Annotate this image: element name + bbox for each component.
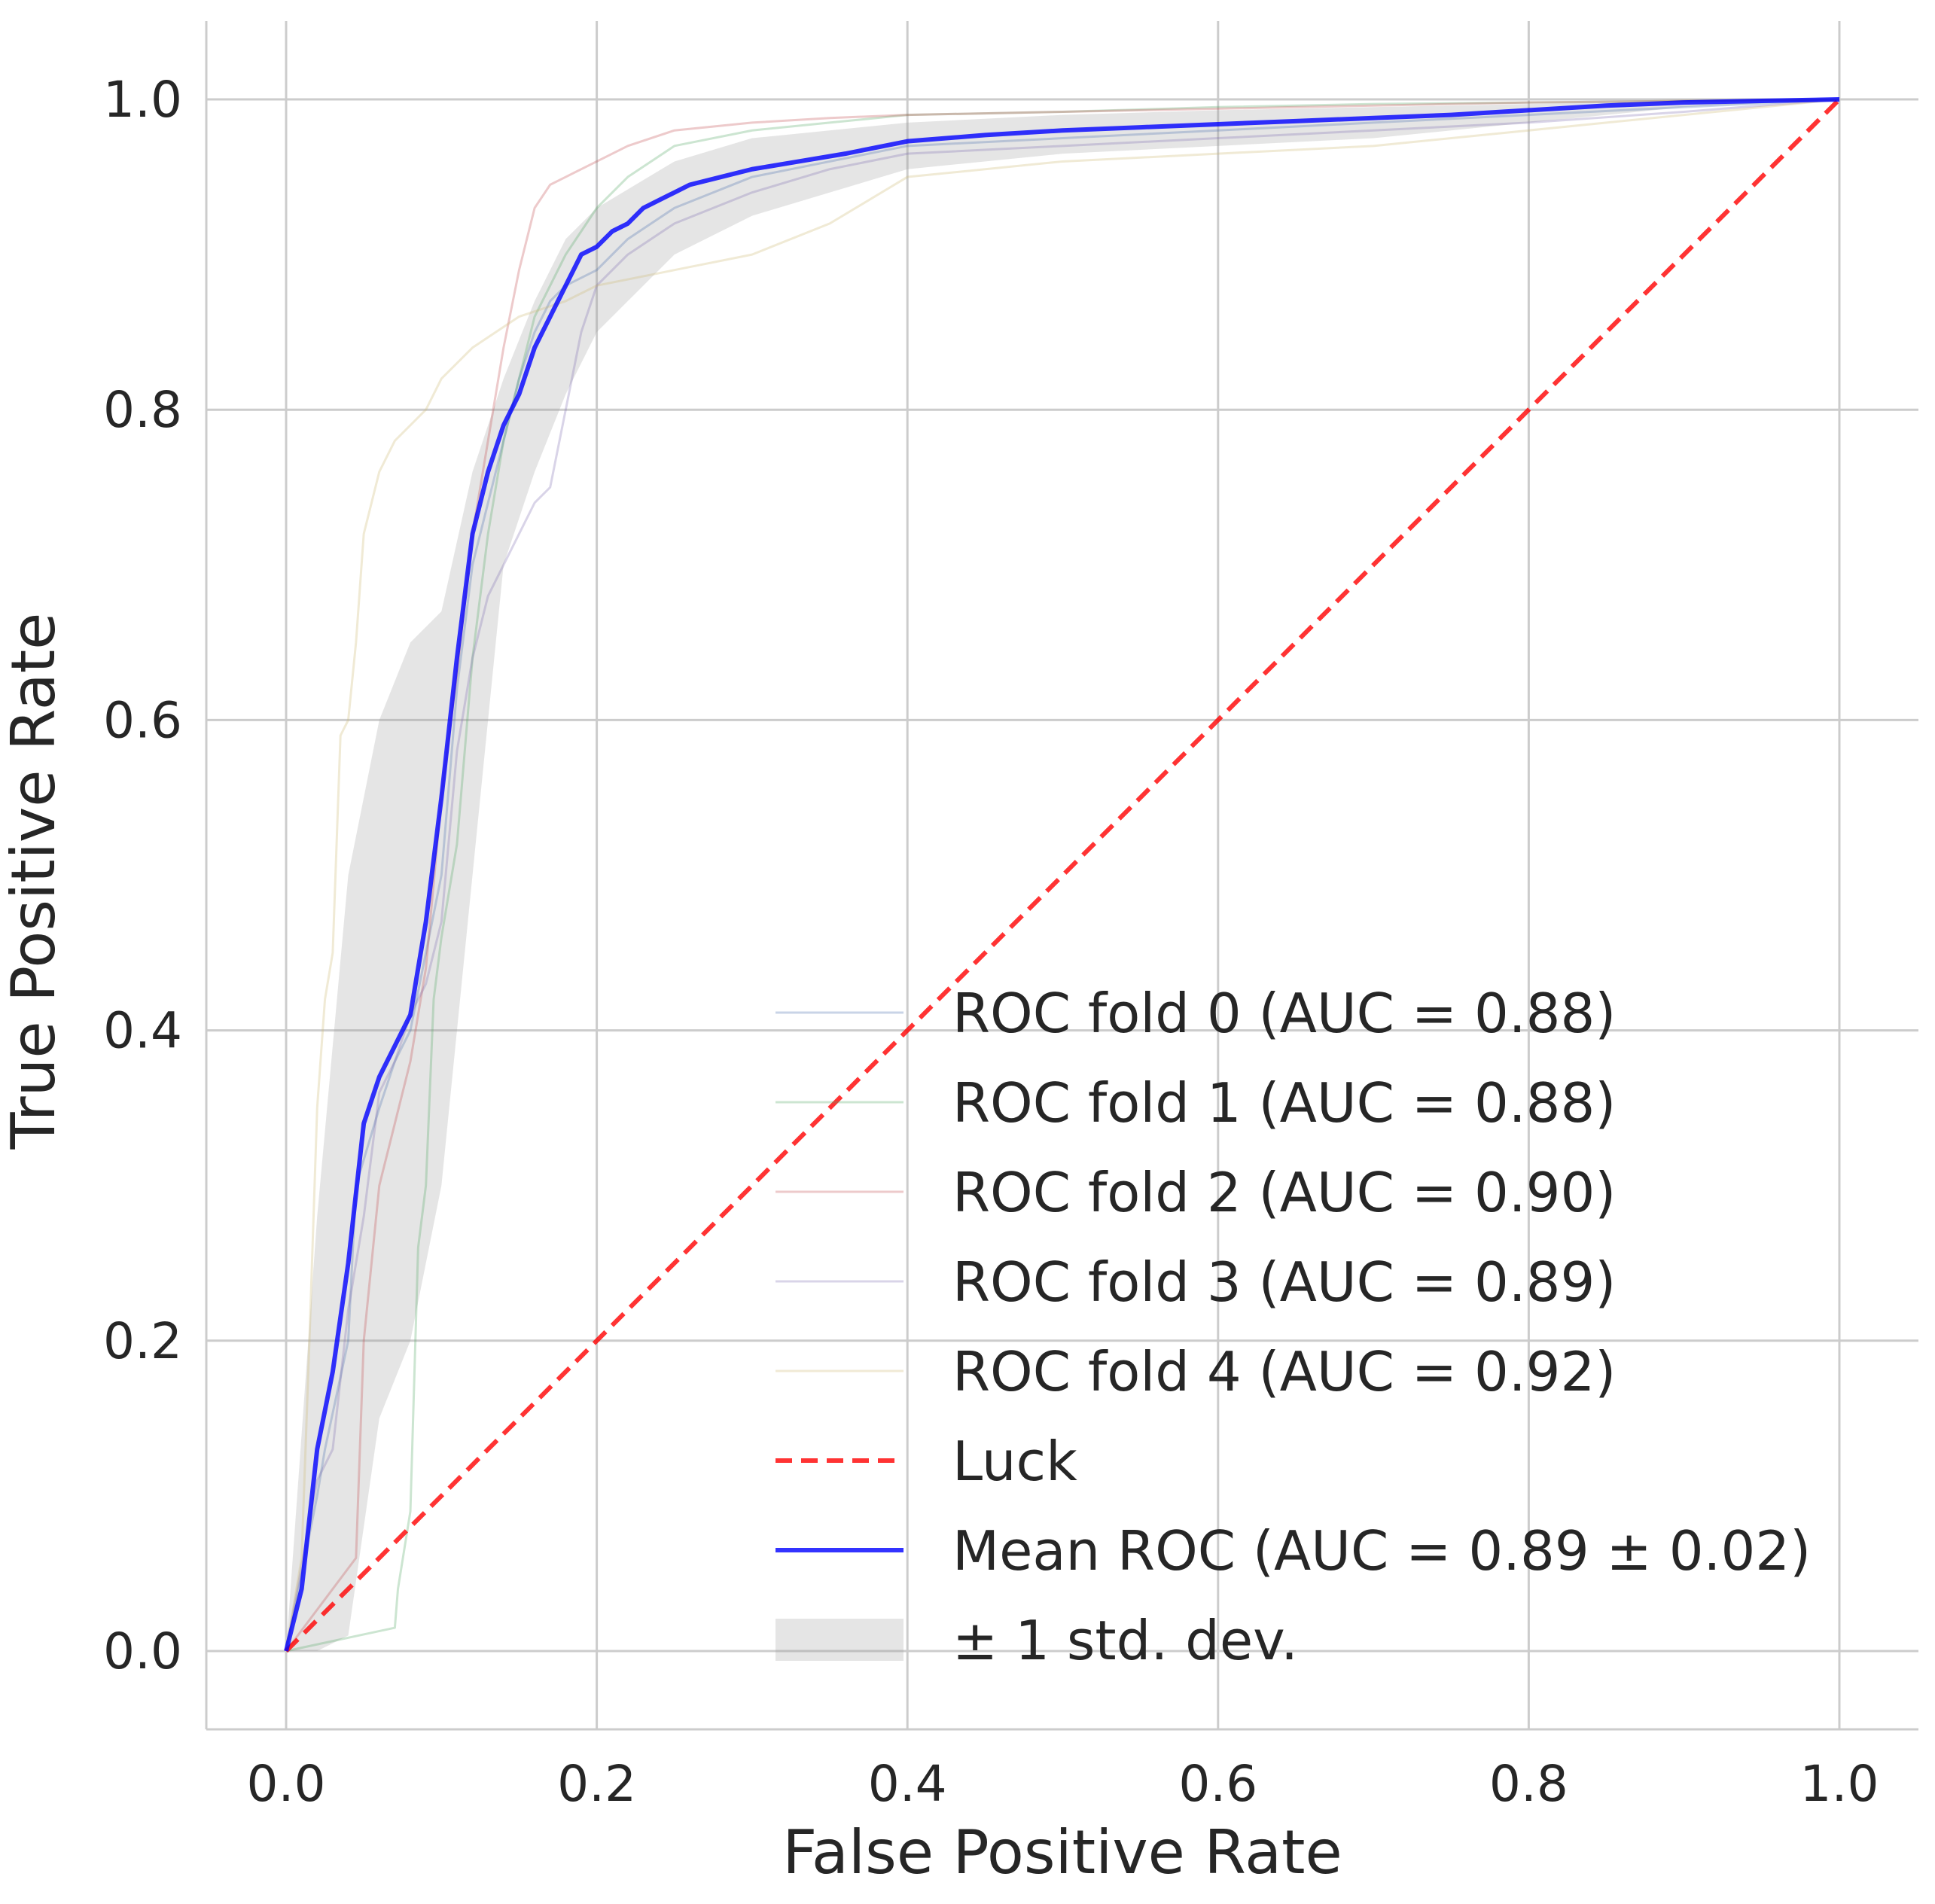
- roc-fold-line-1: [285, 98, 1840, 1653]
- std-band-layer: [286, 99, 1839, 1651]
- legend-label: Mean ROC (AUC = 0.89 ± 0.02): [952, 1519, 1811, 1583]
- plot-area: [205, 21, 1918, 1731]
- roc-fold-line-4: [285, 98, 1840, 1652]
- y-tick-label: 0.8: [103, 381, 182, 439]
- x-tick-label: 0.2: [557, 1755, 636, 1813]
- legend-label: ROC fold 3 (AUC = 0.89): [952, 1251, 1616, 1314]
- roc-fold-line-3: [285, 98, 1840, 1652]
- legend-label: ROC fold 2 (AUC = 0.90): [952, 1161, 1616, 1224]
- series-layer: [284, 97, 1842, 1653]
- x-tick-labels: 0.0 0.2 0.4 0.6 0.8 1.0: [247, 1755, 1879, 1813]
- roc-fold-line-2: [285, 98, 1840, 1652]
- mean-roc-line: [284, 97, 1840, 1652]
- grid-lines: [206, 21, 1918, 1729]
- x-tick-label: 0.0: [247, 1755, 326, 1813]
- y-tick-label: 0.2: [103, 1312, 182, 1370]
- y-axis-title: True Positive Rate: [0, 613, 69, 1150]
- y-tick-labels: 0.0 0.2 0.4 0.6 0.8 1.0: [103, 71, 182, 1680]
- x-tick-label: 1.0: [1800, 1755, 1879, 1813]
- legend-std-swatch: [776, 1619, 904, 1661]
- legend-label: ROC fold 1 (AUC = 0.88): [952, 1071, 1616, 1135]
- legend-label: Luck: [952, 1430, 1077, 1493]
- x-tick-label: 0.4: [868, 1755, 947, 1813]
- legend-label: ROC fold 4 (AUC = 0.92): [952, 1340, 1616, 1403]
- y-tick-label: 0.6: [103, 691, 182, 749]
- std-dev-band: [286, 99, 1839, 1651]
- x-tick-label: 0.8: [1489, 1755, 1568, 1813]
- y-tick-label: 0.4: [103, 1002, 182, 1060]
- x-tick-label: 0.6: [1178, 1755, 1257, 1813]
- axis-spines: [205, 21, 1918, 1731]
- y-tick-label: 0.0: [103, 1622, 182, 1680]
- legend-label: ROC fold 0 (AUC = 0.88): [952, 982, 1616, 1045]
- legend: ROC fold 0 (AUC = 0.88) ROC fold 1 (AUC =…: [776, 982, 1811, 1672]
- luck-line: [284, 97, 1842, 1653]
- x-axis-title: False Positive Rate: [782, 1817, 1342, 1887]
- legend-label: ± 1 std. dev.: [952, 1609, 1298, 1672]
- y-tick-label: 1.0: [103, 71, 182, 129]
- roc-fold-line-0: [285, 98, 1840, 1652]
